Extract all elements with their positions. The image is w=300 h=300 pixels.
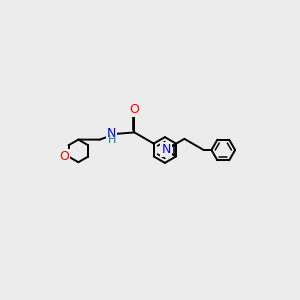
Text: O: O — [161, 143, 171, 156]
Text: O: O — [130, 103, 139, 116]
Text: N: N — [162, 143, 171, 156]
Text: O: O — [59, 150, 69, 163]
Text: N: N — [107, 127, 116, 140]
Text: H: H — [107, 135, 116, 145]
